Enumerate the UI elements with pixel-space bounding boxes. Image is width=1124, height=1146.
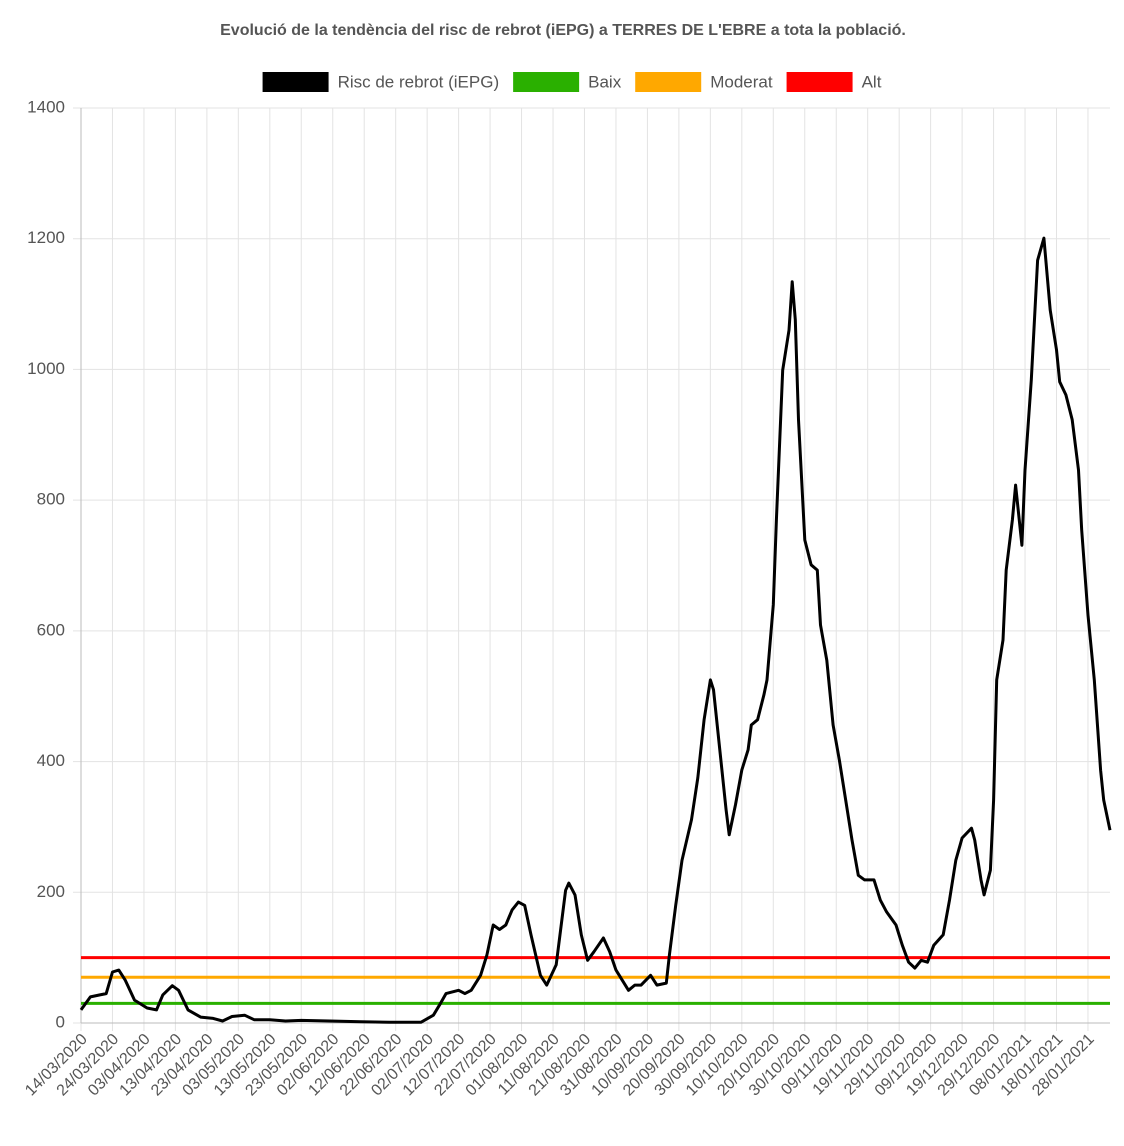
legend-label: Moderat (710, 72, 773, 91)
legend-label: Risc de rebrot (iEPG) (338, 72, 500, 91)
y-tick-label: 1400 (27, 97, 65, 116)
y-tick-label: 800 (37, 490, 65, 509)
y-tick-label: 600 (37, 620, 65, 639)
legend: Risc de rebrot (iEPG) Baix Moderat Alt (262, 72, 882, 92)
legend-swatch (635, 72, 702, 92)
legend-label: Alt (862, 72, 882, 91)
y-tick-label: 1200 (27, 228, 65, 247)
y-tick-label: 0 (56, 1012, 65, 1031)
legend-swatch (262, 72, 329, 92)
legend-swatch (513, 72, 580, 92)
y-tick-label: 200 (37, 882, 65, 901)
y-tick-label: 400 (37, 751, 65, 770)
data-line (79, 236, 1112, 1024)
y-tick-label: 1000 (27, 359, 65, 378)
legend-swatch (786, 72, 853, 92)
chart-title: Evolució de la tendència del risc de reb… (220, 22, 906, 39)
legend-label: Baix (588, 72, 622, 91)
